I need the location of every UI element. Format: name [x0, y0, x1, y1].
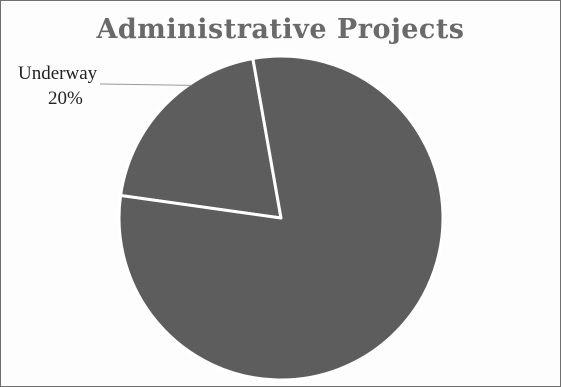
pie-slice-underway — [119, 56, 283, 220]
underway-percent-label: 20% — [48, 88, 83, 109]
underway-label: Underway — [18, 63, 98, 84]
underway-leader-line — [99, 83, 192, 86]
chart-title: Administrative Projects — [96, 14, 465, 45]
pie-slice-1 — [117, 54, 445, 382]
